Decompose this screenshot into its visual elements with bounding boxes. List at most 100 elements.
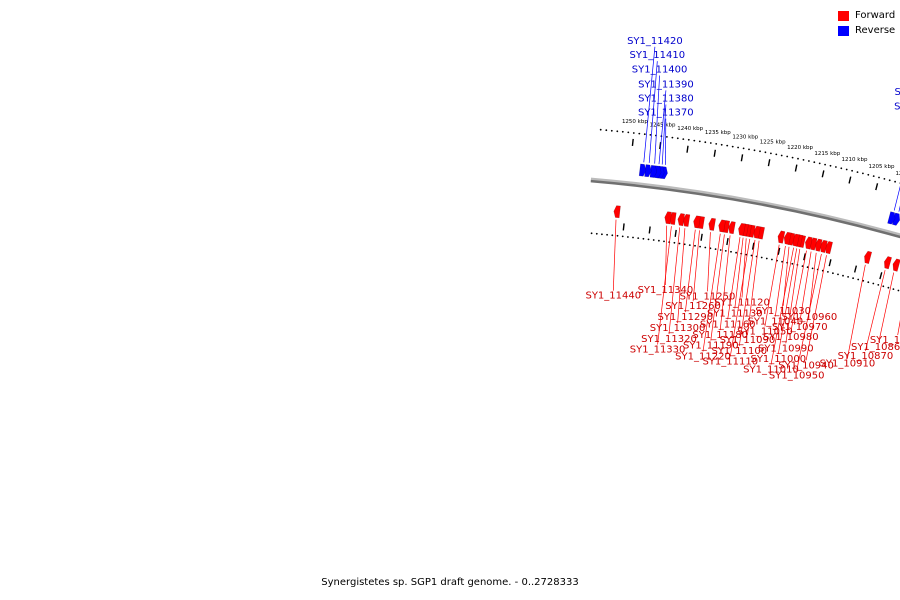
outer-ruler-dot [731, 145, 734, 148]
forward-gene-arrow [677, 213, 685, 227]
forward-gene-label: SY1_11120 [714, 298, 770, 309]
major-tick [740, 154, 744, 162]
forward-gene-arrow [825, 241, 834, 255]
forward-gene-label: SY1_10980 [763, 332, 819, 343]
legend-reverse: Reverse [838, 23, 895, 38]
outer-ruler-dot [638, 132, 641, 135]
inner-ruler-dot [724, 250, 727, 252]
outer-ruler-dot [671, 136, 674, 139]
reverse-gene-label: SY1_11410 [629, 50, 685, 61]
reverse-gene-label: SY1_11420 [627, 36, 683, 47]
forward-gene-label: SY1_11250 [680, 291, 736, 302]
tick-label: 1250 kbp [622, 119, 648, 125]
forward-gene-label: SY1_11010 [743, 365, 799, 376]
major-tick [659, 142, 662, 150]
inner-ruler-dot [678, 242, 681, 245]
reverse-gene-label: SY1_11370 [638, 108, 694, 119]
inner-ruler-dot [627, 236, 629, 238]
genome-caption: Synergistetes sp. SGP1 draft genome. - 0… [321, 577, 579, 588]
outer-ruler-dot [726, 144, 729, 147]
outer-ruler-dot [872, 175, 875, 178]
outer-ruler-dot [693, 139, 696, 142]
outer-ruler-dot [835, 166, 837, 168]
outer-ruler-dot [851, 169, 853, 172]
reverse-gene-arrow [638, 163, 647, 177]
inner-ruler-dot [827, 271, 829, 273]
forward-leader-line [719, 235, 731, 331]
inner-ruler-dot [781, 260, 783, 263]
inner-ruler-dot [611, 234, 614, 237]
tick-label: 1215 kbp [814, 151, 840, 157]
forward-gene-label: SY1_10870 [838, 351, 894, 362]
outer-ruler-dot [687, 138, 690, 141]
forward-leader-line [897, 319, 900, 336]
outer-ruler-dot [824, 163, 826, 166]
forward-gene-label: SY1_10990 [758, 343, 814, 354]
inner-ruler-dot [730, 250, 732, 253]
reverse-leader-line [661, 104, 667, 165]
inner-ruler-dot [642, 237, 645, 240]
inner-ruler-dot [847, 276, 849, 278]
reverse-gene-label: SY1_11390 [638, 79, 694, 90]
inner-ruler-dot [765, 257, 768, 260]
forward-leader-line [782, 246, 790, 306]
forward-gene-arrow [783, 231, 792, 246]
backbone-shadow [590, 177, 900, 238]
outer-ruler-dot [759, 150, 761, 153]
forward-gene-arrow [728, 221, 736, 235]
inner-ruler-dot [658, 239, 660, 242]
outer-ruler-dot [856, 171, 859, 174]
inner-ruler-dot [862, 279, 865, 282]
inner-ruler-dot [735, 251, 737, 254]
forward-leader-line [727, 237, 741, 320]
reverse-leader-line [648, 61, 658, 163]
outer-ruler-dot [813, 161, 816, 164]
inner-major-tick [726, 237, 729, 246]
forward-leader-line [729, 238, 751, 357]
forward-leader-line [847, 264, 866, 359]
inner-ruler-dot [621, 235, 624, 238]
inner-ruler-dot [801, 265, 804, 267]
forward-gene-arrow [892, 258, 900, 272]
major-tick [875, 183, 879, 191]
major-tick [713, 149, 717, 157]
forward-leader-line [805, 255, 827, 361]
inner-ruler-dot [673, 241, 676, 244]
outer-ruler-dot [643, 133, 646, 136]
tick-label: 1230 kbp [732, 135, 758, 141]
outer-ruler-dot [867, 173, 870, 176]
inner-ruler-dot [852, 277, 854, 280]
inner-ruler-dot [882, 285, 885, 288]
inner-major-tick [674, 229, 677, 237]
forward-gene-label: SY1_11220 [675, 352, 731, 363]
forward-gene-label: SY1_10860 [851, 342, 900, 353]
outer-ruler-dot [770, 152, 772, 155]
forward-gene-label: SY1_10950 [769, 370, 825, 381]
outer-ruler-dot [742, 147, 745, 150]
forward-gene-label: SY1_10970 [772, 322, 828, 333]
forward-leader-line [796, 253, 822, 371]
outer-ruler-dot [605, 129, 608, 132]
outer-ruler-dot [818, 162, 821, 165]
legend: Forward Reverse [838, 8, 895, 38]
forward-leader-line [770, 247, 794, 365]
forward-leader-line [707, 232, 711, 292]
inner-ruler-dot [872, 282, 875, 285]
tick-label: 1220 kbp [787, 145, 813, 151]
tick-label: 1205 kbp [869, 164, 895, 170]
legend-reverse-label: Reverse [855, 25, 896, 36]
reverse-leader-line [654, 75, 660, 164]
forward-leader-line [665, 225, 668, 286]
major-tick [631, 138, 634, 146]
major-tick [686, 145, 689, 153]
forward-leader-line [777, 248, 798, 354]
outer-ruler-dot [748, 148, 750, 151]
inner-ruler-dot [745, 253, 748, 256]
forward-leader-line [668, 227, 681, 335]
tick-label: 1200 kbp [895, 171, 900, 177]
outer-ruler-dot [753, 149, 756, 152]
forward-gene-label: SY1_11050 [737, 327, 793, 338]
forward-leader-line [738, 239, 756, 346]
inner-ruler-dot [897, 289, 900, 292]
inner-ruler-dot [806, 266, 809, 269]
